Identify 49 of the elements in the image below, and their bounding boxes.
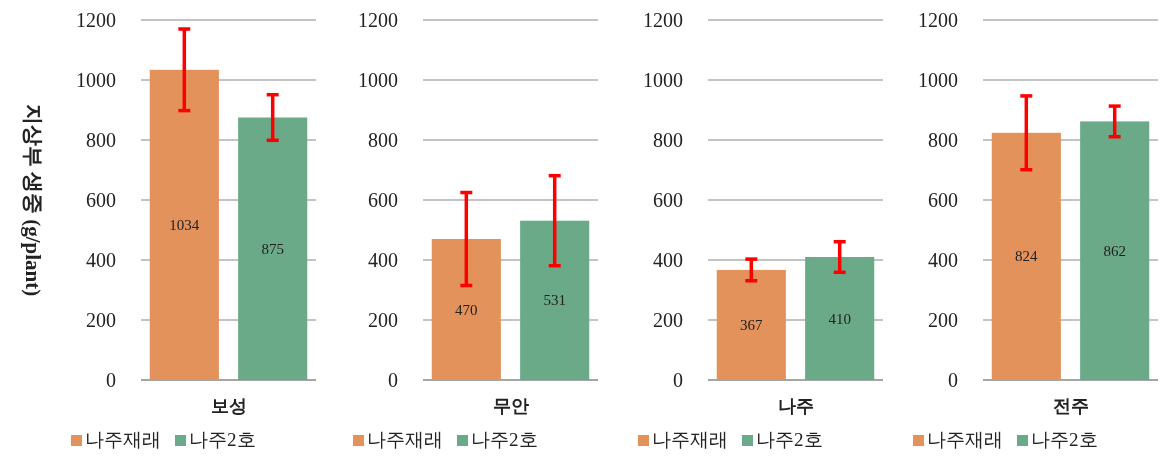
y-tick-label: 200 (653, 309, 683, 331)
y-tick-label: 600 (368, 189, 398, 211)
y-tick-label: 400 (86, 249, 116, 271)
y-tick-label: 200 (86, 309, 116, 331)
y-tick-label: 600 (653, 189, 683, 211)
y-axis-title: 지상부 생중 (g/plant) (21, 103, 45, 297)
y-tick-label: 400 (928, 249, 958, 271)
legend-label: 나주재래 (85, 429, 161, 450)
y-tick-label: 0 (106, 369, 116, 391)
y-tick-label: 200 (928, 309, 958, 331)
y-tick-label: 1200 (918, 9, 958, 31)
y-tick-label: 1000 (643, 69, 683, 91)
y-tick-label: 0 (388, 369, 398, 391)
y-tick-label: 1000 (76, 69, 116, 91)
legend-label: 나주재래 (652, 429, 728, 450)
y-tick-label: 800 (368, 129, 398, 151)
data-label: 470 (455, 301, 478, 318)
data-label: 410 (828, 310, 851, 327)
x-tick-label: 나주 (777, 396, 814, 416)
y-tick-label: 600 (86, 189, 116, 211)
legend-label: 나주2호 (756, 429, 823, 450)
data-label: 367 (740, 316, 764, 333)
y-tick-label: 1200 (358, 9, 398, 31)
data-label: 862 (1103, 242, 1126, 259)
y-tick-label: 1200 (643, 9, 683, 31)
y-tick-label: 200 (368, 309, 398, 331)
legend-label: 나주2호 (189, 429, 256, 450)
data-label: 1034 (169, 216, 200, 233)
y-tick-label: 800 (653, 129, 683, 151)
y-tick-label: 400 (653, 249, 683, 271)
data-label: 824 (1015, 248, 1039, 265)
x-tick-label: 보성 (210, 396, 247, 416)
y-tick-label: 1200 (76, 9, 116, 31)
y-tick-label: 1000 (918, 69, 958, 91)
data-label: 531 (543, 292, 566, 309)
x-tick-label: 무안 (492, 396, 529, 416)
y-tick-label: 800 (928, 129, 958, 151)
legend-label: 나주재래 (927, 429, 1003, 450)
legend-label: 나주2호 (1031, 429, 1098, 450)
y-tick-label: 0 (673, 369, 683, 391)
y-tick-label: 0 (948, 369, 958, 391)
data-label: 875 (261, 240, 284, 257)
y-tick-label: 800 (86, 129, 116, 151)
legend-label: 나주재래 (367, 429, 443, 450)
y-tick-label: 600 (928, 189, 958, 211)
legend-label: 나주2호 (471, 429, 538, 450)
y-tick-label: 1000 (358, 69, 398, 91)
y-tick-label: 400 (368, 249, 398, 271)
x-tick-label: 전주 (1052, 396, 1089, 416)
